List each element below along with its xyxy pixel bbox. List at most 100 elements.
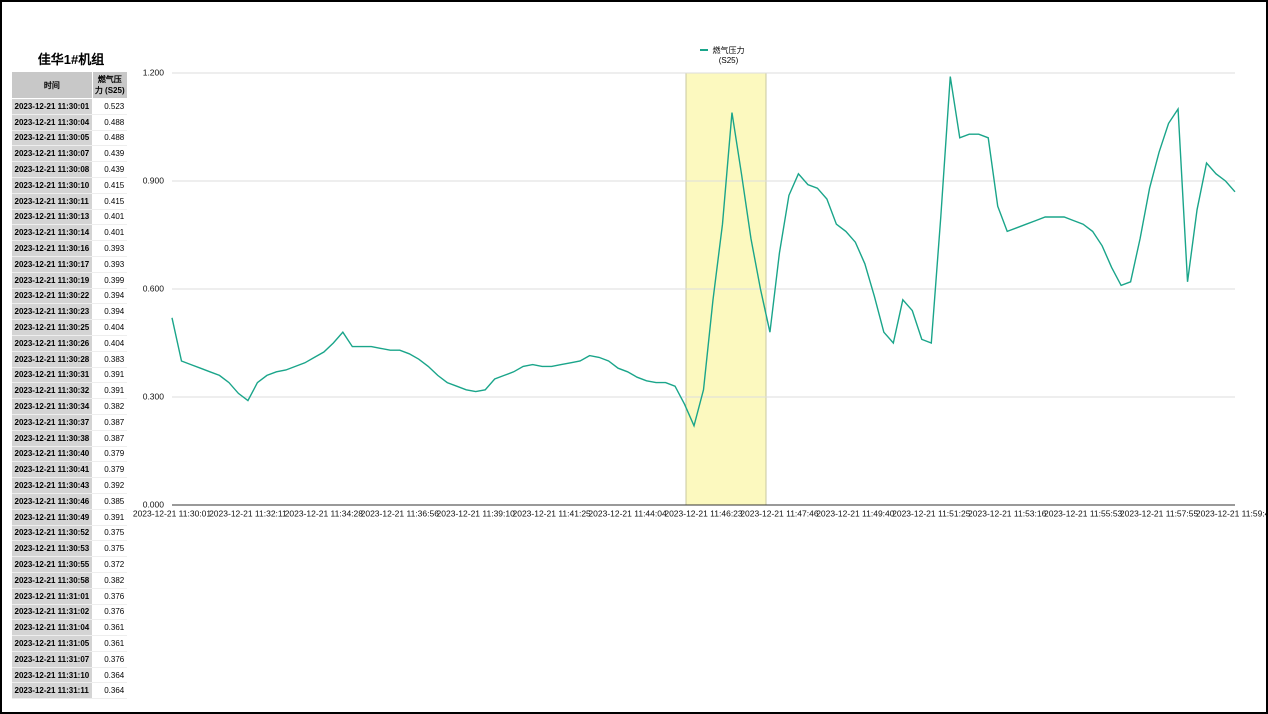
table-row: 2023-12-21 11:30:31 0.391 [11,367,128,384]
y-tick-label: 0.600 [143,283,165,293]
table-row: 2023-12-21 11:31:05 0.361 [11,635,128,652]
time-cell: 2023-12-21 11:31:10 [11,667,93,684]
time-cell: 2023-12-21 11:30:25 [11,319,93,336]
time-cell: 2023-12-21 11:30:16 [11,240,93,257]
y-tick-label: 0.300 [143,391,165,401]
time-cell: 2023-12-21 11:30:14 [11,224,93,242]
time-cell: 2023-12-21 11:30:34 [11,398,93,415]
table-row: 2023-12-21 11:30:11 0.415 [11,193,128,210]
time-cell: 2023-12-21 11:30:46 [11,493,93,510]
value-cell: 0.387 [92,430,128,447]
time-cell: 2023-12-21 11:30:07 [11,145,93,163]
value-cell: 0.439 [92,161,128,178]
value-cell: 0.379 [92,446,128,463]
table-row: 2023-12-21 11:30:40 0.379 [11,446,128,463]
legend-label: 燃气压力 (S25) [712,46,745,65]
value-cell: 0.391 [92,382,128,400]
table-header: 时间 燃气压力 (S25) [11,71,128,99]
table-row: 2023-12-21 11:30:53 0.375 [11,540,128,558]
table-row: 2023-12-21 11:30:23 0.394 [11,303,128,321]
time-cell: 2023-12-21 11:30:04 [11,114,93,131]
x-tick-label: 2023-12-21 11:41:25 [512,508,591,518]
table-row: 2023-12-21 11:30:05 0.488 [11,130,128,147]
legend-swatch [699,48,708,51]
table-row: 2023-12-21 11:30:38 0.387 [11,430,128,447]
time-cell: 2023-12-21 11:30:23 [11,303,93,321]
table-row: 2023-12-21 11:30:13 0.401 [11,209,128,226]
value-cell: 0.488 [92,130,128,147]
time-cell: 2023-12-21 11:30:41 [11,461,93,479]
time-cell: 2023-12-21 11:30:38 [11,430,93,447]
value-cell: 0.394 [92,303,128,321]
y-tick-label: 1.200 [143,67,165,77]
table-row: 2023-12-21 11:30:28 0.383 [11,351,128,368]
value-cell: 0.415 [92,177,128,194]
x-tick-label: 2023-12-21 11:34:28 [285,508,364,518]
time-cell: 2023-12-21 11:30:17 [11,256,93,273]
table-row: 2023-12-21 11:30:58 0.382 [11,572,128,589]
value-cell: 0.415 [92,193,128,210]
time-cell: 2023-12-21 11:30:13 [11,209,93,226]
value-cell: 0.387 [92,414,128,431]
value-cell: 0.394 [92,288,128,305]
value-cell: 0.379 [92,461,128,479]
value-cell: 0.382 [92,398,128,415]
y-tick-label: 0.900 [143,175,165,185]
value-cell: 0.404 [92,319,128,336]
table-row: 2023-12-21 11:30:49 0.391 [11,509,128,526]
time-cell: 2023-12-21 11:30:40 [11,446,93,463]
time-cell: 2023-12-21 11:31:07 [11,651,93,668]
data-line [171,76,1236,428]
value-cell: 0.399 [92,272,128,289]
time-cell: 2023-12-21 11:31:04 [11,619,93,637]
table-row: 2023-12-21 11:30:19 0.399 [11,272,128,289]
value-cell: 0.376 [92,651,128,668]
table-row: 2023-12-21 11:30:32 0.391 [11,382,128,400]
x-tick-label: 2023-12-21 11:39:10 [437,508,516,518]
time-cell: 2023-12-21 11:30:28 [11,351,93,368]
x-tick-label: 2023-12-21 11:55:53 [1044,508,1123,518]
value-cell: 0.391 [92,509,128,526]
value-cell: 0.382 [92,572,128,589]
value-cell: 0.385 [92,493,128,510]
value-cell: 0.439 [92,145,128,163]
value-cell: 0.364 [92,667,128,684]
x-tick-label: 2023-12-21 11:36:56 [361,508,440,518]
table-row: 2023-12-21 11:30:08 0.439 [11,161,128,178]
x-tick-label: 2023-12-21 11:44:04 [588,508,667,518]
value-cell: 0.383 [92,351,128,368]
table-row: 2023-12-21 11:31:11 0.364 [11,682,128,700]
value-cell: 0.375 [92,525,128,542]
time-cell: 2023-12-21 11:30:08 [11,161,93,178]
value-cell: 0.393 [92,240,128,257]
value-cell: 0.488 [92,114,128,131]
time-cell: 2023-12-21 11:30:49 [11,509,93,526]
value-cell: 0.392 [92,477,128,494]
value-cell: 0.376 [92,604,128,621]
table-row: 2023-12-21 11:30:26 0.404 [11,335,128,352]
time-cell: 2023-12-21 11:30:52 [11,525,93,542]
table-row: 2023-12-21 11:30:55 0.372 [11,556,128,573]
table-row: 2023-12-21 11:30:07 0.439 [11,145,128,163]
time-cell: 2023-12-21 11:30:43 [11,477,93,494]
table-row: 2023-12-21 11:30:22 0.394 [11,288,128,305]
value-cell: 0.401 [92,209,128,226]
value-cell: 0.393 [92,256,128,273]
legend[interactable]: 燃气压力 (S25) [688,45,758,65]
x-tick-label: 2023-12-21 11:47:46 [740,508,819,518]
time-cell: 2023-12-21 11:30:37 [11,414,93,431]
x-tick-label: 2023-12-21 11:51:25 [892,508,971,518]
table-row: 2023-12-21 11:30:46 0.385 [11,493,128,510]
time-cell: 2023-12-21 11:30:22 [11,288,93,305]
table-row: 2023-12-21 11:30:17 0.393 [11,256,128,273]
value-cell: 0.361 [92,635,128,652]
x-tick-label: 2023-12-21 11:46:23 [664,508,743,518]
value-cell: 0.361 [92,619,128,637]
time-cell: 2023-12-21 11:30:26 [11,335,93,352]
table-row: 2023-12-21 11:30:01 0.523 [11,98,128,115]
x-tick-label: 2023-12-21 11:30:01 [133,508,212,518]
time-cell: 2023-12-21 11:30:19 [11,272,93,289]
value-cell: 0.364 [92,682,128,700]
table-row: 2023-12-21 11:30:52 0.375 [11,525,128,542]
value-cell: 0.375 [92,540,128,558]
